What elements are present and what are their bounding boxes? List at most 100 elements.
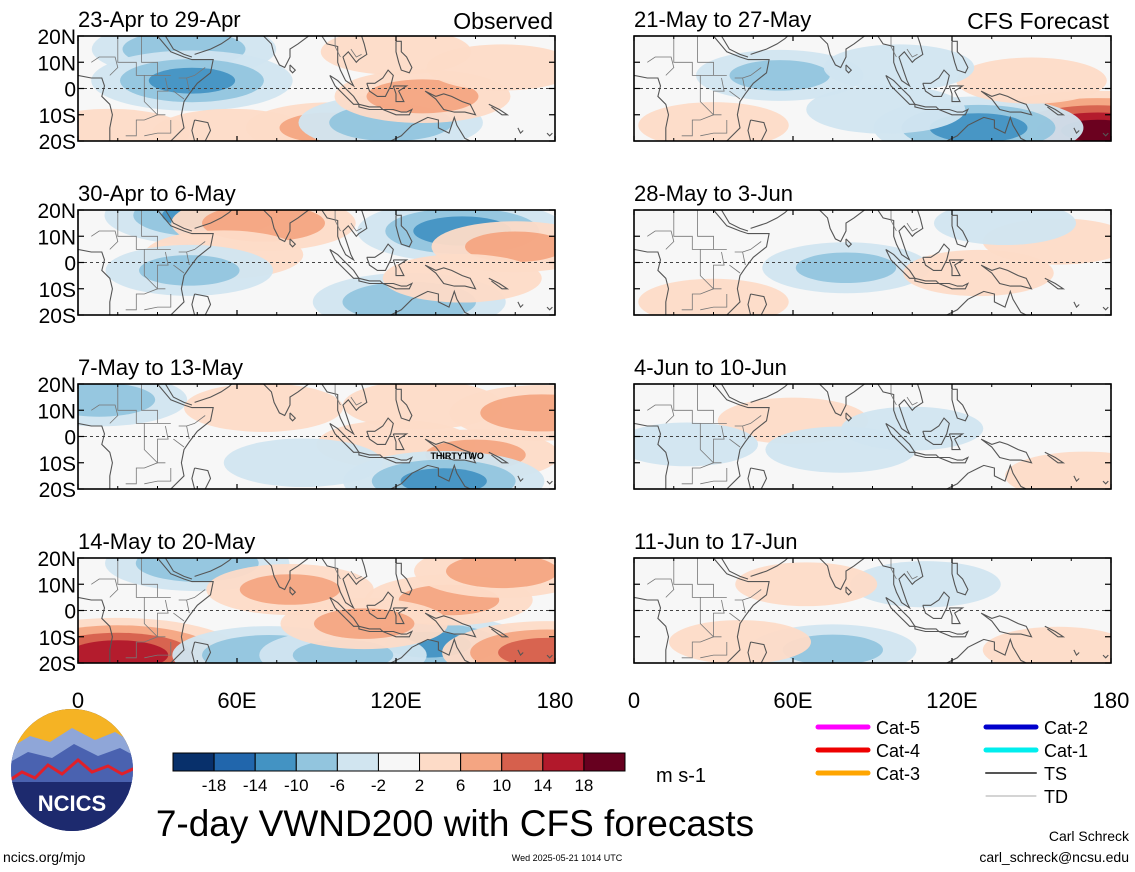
coastline bbox=[78, 384, 214, 489]
period-title: 30-Apr to 6-May bbox=[78, 181, 236, 206]
coastline bbox=[255, 558, 309, 591]
map-panel: 20N 10N 0 10S 20S 30-Apr to 6-May bbox=[37, 181, 556, 328]
coastline bbox=[392, 607, 409, 625]
coastline bbox=[935, 115, 1027, 141]
coastline bbox=[634, 36, 770, 141]
border-line bbox=[890, 384, 897, 406]
coastline bbox=[78, 248, 113, 315]
border-line bbox=[157, 77, 169, 116]
coastline bbox=[634, 596, 670, 663]
x-tick-label: 120E bbox=[926, 688, 977, 713]
period-title: 14-May to 20-May bbox=[78, 529, 255, 554]
legend-label: TD bbox=[1044, 787, 1068, 807]
border-line bbox=[729, 90, 741, 100]
coastline bbox=[164, 210, 193, 232]
border-line bbox=[173, 90, 185, 100]
border-line bbox=[117, 210, 171, 250]
coastline bbox=[948, 259, 965, 277]
colorbar-tick-label: -14 bbox=[243, 776, 268, 795]
y-tick-label: 10S bbox=[39, 279, 76, 302]
border-line bbox=[141, 384, 158, 424]
website-link[interactable]: ncics.org/mjo bbox=[3, 849, 86, 865]
anomaly-contour bbox=[223, 438, 383, 488]
border-line bbox=[647, 56, 675, 76]
coastline bbox=[546, 654, 553, 659]
coastline bbox=[951, 388, 969, 422]
anomaly-contour bbox=[850, 561, 1001, 608]
y-tick-label: 10S bbox=[39, 627, 76, 650]
border-line bbox=[350, 396, 362, 406]
coastline bbox=[877, 384, 924, 436]
coastline bbox=[321, 36, 368, 88]
border-line bbox=[91, 230, 119, 250]
coastline bbox=[747, 641, 768, 663]
anomaly-contour bbox=[735, 562, 878, 607]
border-line bbox=[713, 599, 725, 638]
border-line bbox=[729, 264, 741, 274]
y-tick-label: 20N bbox=[37, 26, 76, 49]
border-line bbox=[91, 56, 119, 76]
y-tick-label: 20S bbox=[39, 479, 76, 502]
border-line bbox=[186, 415, 206, 427]
coastline bbox=[289, 412, 297, 422]
email[interactable]: carl_schreck@ncsu.edu bbox=[979, 849, 1129, 865]
period-title: 21-May to 27-May bbox=[634, 7, 811, 32]
coastline bbox=[634, 558, 770, 663]
y-tick-label: 20S bbox=[39, 305, 76, 328]
coastline bbox=[191, 641, 212, 663]
coastline bbox=[78, 74, 113, 141]
coastline bbox=[1102, 306, 1109, 311]
coastline bbox=[845, 238, 853, 248]
map-panel: 28-May to 3-Jun bbox=[633, 181, 1112, 316]
coastline bbox=[721, 558, 749, 580]
coastline bbox=[424, 264, 477, 290]
colorbar-tick-label: 2 bbox=[415, 776, 424, 795]
coastline bbox=[747, 467, 768, 489]
coastline bbox=[194, 558, 233, 577]
period-title: 7-May to 13-May bbox=[78, 355, 243, 380]
border-line bbox=[186, 67, 206, 79]
x-tick-label: 0 bbox=[72, 688, 84, 713]
forecast-label: CFS Forecast bbox=[967, 8, 1109, 34]
coastline bbox=[412, 345, 415, 348]
coastline bbox=[1073, 301, 1080, 309]
border-line bbox=[647, 404, 675, 424]
coastline bbox=[922, 243, 950, 271]
border-line bbox=[157, 251, 169, 290]
anomaly-contour bbox=[426, 44, 555, 91]
coastline bbox=[78, 558, 214, 663]
border-line bbox=[125, 75, 159, 137]
anomaly-contour bbox=[638, 102, 789, 141]
border-line bbox=[647, 578, 675, 598]
map-panel: 20N 10N 0 10S 20S 14-May to 20-May 0 60E 120E 180 bbox=[37, 529, 573, 713]
coastline bbox=[811, 210, 865, 243]
y-tick-label: 10S bbox=[39, 105, 76, 128]
border-line bbox=[742, 241, 762, 253]
border-line bbox=[906, 570, 918, 580]
coastline bbox=[952, 550, 955, 553]
coastline bbox=[191, 119, 212, 141]
border-line bbox=[186, 241, 206, 253]
coastline bbox=[321, 558, 368, 610]
border-line bbox=[334, 210, 341, 232]
coastline bbox=[488, 103, 510, 116]
y-tick-label: 10N bbox=[37, 400, 76, 423]
coastline bbox=[379, 289, 471, 315]
coastline bbox=[424, 438, 477, 464]
coastline bbox=[721, 210, 749, 232]
coastline bbox=[1102, 132, 1109, 137]
border-line bbox=[141, 558, 158, 598]
colorbar-tick-label: 14 bbox=[533, 776, 552, 795]
coastline bbox=[922, 69, 950, 97]
x-tick-label: 60E bbox=[773, 688, 812, 713]
coastline bbox=[750, 384, 789, 403]
border-line bbox=[144, 642, 172, 659]
legend-label: Cat-1 bbox=[1044, 741, 1088, 761]
colorbar-tick-label: -18 bbox=[202, 776, 227, 795]
coastline bbox=[721, 384, 749, 406]
border-line bbox=[697, 558, 714, 598]
coastline bbox=[811, 36, 865, 69]
coastline bbox=[948, 85, 965, 103]
coastline bbox=[382, 282, 414, 290]
